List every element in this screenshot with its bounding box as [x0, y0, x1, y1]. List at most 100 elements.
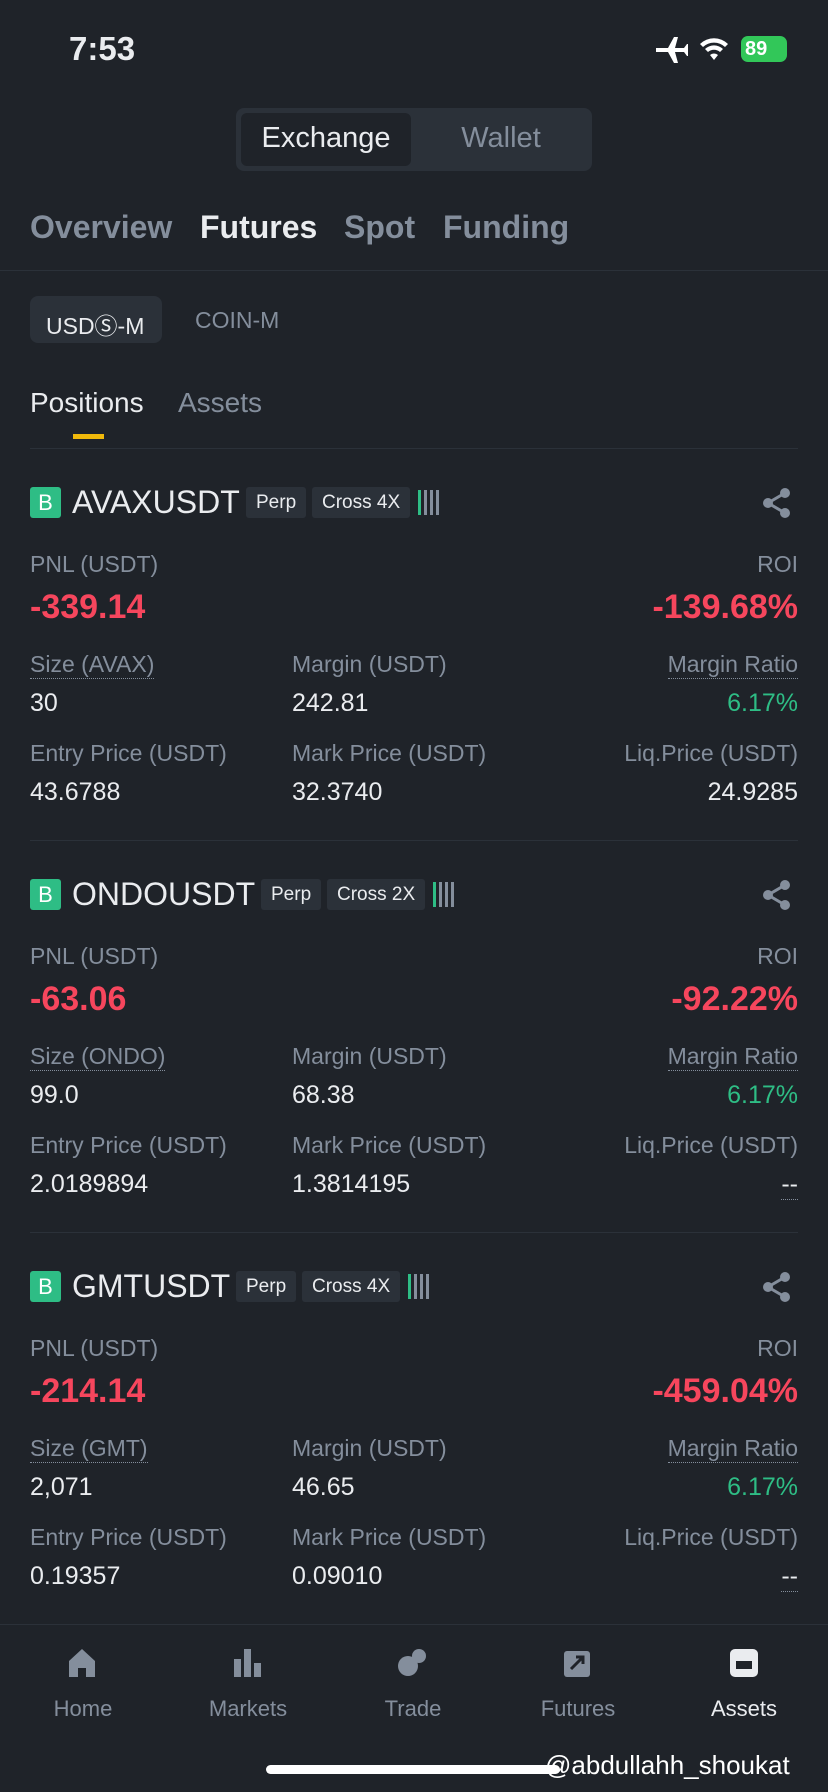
- field-label: Margin (USDT): [292, 1043, 447, 1069]
- symbol: GMTUSDT: [72, 1268, 231, 1304]
- risk-bar: [408, 1274, 411, 1299]
- field-label: Margin Ratio: [667, 651, 798, 679]
- toggle-option[interactable]: Exchange: [261, 122, 391, 154]
- share-icon[interactable]: [761, 1271, 793, 1303]
- field-value: 99.0: [30, 1081, 79, 1109]
- tab[interactable]: Funding: [443, 209, 570, 245]
- roi-label: ROI: [757, 551, 798, 577]
- segment-selected: [241, 113, 411, 166]
- pnl-label: PNL (USDT): [30, 1335, 159, 1361]
- field-value: 68.38: [292, 1081, 355, 1109]
- home-indicator: [266, 1765, 560, 1774]
- field-label: Margin (USDT): [292, 651, 447, 677]
- nav-label[interactable]: Assets: [710, 1696, 778, 1721]
- battery: 89: [741, 36, 787, 62]
- tag: Cross 4X: [302, 1271, 401, 1302]
- risk-bar: [426, 1274, 429, 1299]
- risk-bar: [418, 490, 421, 515]
- tag: Cross 4X: [312, 487, 411, 518]
- field-value: --: [781, 1562, 798, 1592]
- field-value: 6.17%: [727, 1081, 798, 1109]
- nav-icon[interactable]: [395, 1645, 431, 1681]
- tab-underline: [73, 434, 104, 439]
- roi-value: -92.22%: [671, 980, 798, 1018]
- divider: [30, 1624, 798, 1625]
- tag: Perp: [236, 1271, 297, 1302]
- tag: Cross 2X: [327, 879, 426, 910]
- field-value: 2.0189894: [30, 1170, 149, 1198]
- field-value: 24.9285: [707, 778, 798, 806]
- field-label: Entry Price (USDT): [30, 1524, 227, 1550]
- field-label: Size (AVAX): [30, 651, 155, 679]
- nav-label[interactable]: Markets: [208, 1696, 288, 1721]
- share-icon[interactable]: [761, 879, 793, 911]
- risk-bar: [430, 490, 433, 515]
- divider: [30, 840, 798, 841]
- nav-icon[interactable]: [560, 1645, 596, 1681]
- symbol: AVAXUSDT: [72, 484, 240, 520]
- field-label: Mark Price (USDT): [292, 740, 487, 766]
- risk-bar: [414, 1274, 417, 1299]
- field-label: Entry Price (USDT): [30, 1132, 227, 1158]
- field-label: Margin Ratio: [667, 1043, 798, 1071]
- nav-label[interactable]: Trade: [384, 1696, 442, 1721]
- section-tab[interactable]: Assets: [178, 387, 263, 418]
- symbol: ONDOUSDT: [72, 876, 256, 912]
- risk-bar: [439, 882, 442, 907]
- field-value: 0.09010: [292, 1562, 383, 1590]
- risk-bar: [424, 490, 427, 515]
- roi-label: ROI: [757, 943, 798, 969]
- subtab[interactable]: USDⓈ-M: [46, 313, 145, 339]
- nav-label[interactable]: Futures: [540, 1696, 616, 1721]
- risk-bar: [420, 1274, 423, 1299]
- field-value: 46.65: [292, 1473, 355, 1501]
- divider: [30, 448, 798, 449]
- tag: Perp: [246, 487, 307, 518]
- field-label: Mark Price (USDT): [292, 1132, 487, 1158]
- roi-value: -139.68%: [652, 588, 798, 626]
- field-label: Entry Price (USDT): [30, 740, 227, 766]
- side-badge: B: [30, 1271, 61, 1302]
- roi-value: -459.04%: [652, 1372, 798, 1410]
- field-value: 2,071: [30, 1473, 93, 1501]
- field-label: Liq.Price (USDT): [624, 1132, 798, 1158]
- field-label: Mark Price (USDT): [292, 1524, 487, 1550]
- watermark: @abdullahh_shoukat: [545, 1750, 790, 1780]
- field-value: 30: [30, 689, 58, 717]
- nav-icon[interactable]: [230, 1645, 266, 1681]
- pnl-label: PNL (USDT): [30, 551, 159, 577]
- pnl-label: PNL (USDT): [30, 943, 159, 969]
- toggle-option[interactable]: Wallet: [461, 122, 541, 154]
- tag: Perp: [261, 879, 322, 910]
- tab[interactable]: Spot: [344, 209, 416, 245]
- field-value: 6.17%: [727, 689, 798, 717]
- share-icon[interactable]: [761, 487, 793, 519]
- field-label: Size (GMT): [30, 1435, 148, 1463]
- nav-icon[interactable]: [65, 1645, 101, 1681]
- field-label: Size (ONDO): [30, 1043, 166, 1071]
- subtab[interactable]: COIN-M: [195, 307, 280, 333]
- status-time: 7:53: [69, 30, 136, 67]
- field-label: Margin Ratio: [667, 1435, 798, 1463]
- pnl-value: -214.14: [30, 1372, 146, 1410]
- tab[interactable]: Futures: [200, 209, 318, 245]
- airplane-icon: [656, 37, 688, 63]
- field-value: --: [781, 1170, 798, 1200]
- risk-bar: [436, 490, 439, 515]
- section-tab[interactable]: Positions: [30, 387, 144, 418]
- risk-bar: [451, 882, 454, 907]
- field-value: 242.81: [292, 689, 369, 717]
- pnl-value: -339.14: [30, 588, 146, 626]
- side-badge: B: [30, 879, 61, 910]
- risk-bar: [445, 882, 448, 907]
- nav-label[interactable]: Home: [53, 1696, 113, 1721]
- tab[interactable]: Overview: [30, 209, 173, 245]
- field-value: 1.3814195: [292, 1170, 411, 1198]
- field-value: 32.3740: [292, 778, 383, 806]
- divider: [0, 270, 828, 271]
- subtab-pill: [30, 296, 162, 343]
- pnl-value: -63.06: [30, 980, 127, 1018]
- nav-icon[interactable]: [726, 1645, 762, 1681]
- field-value: 6.17%: [727, 1473, 798, 1501]
